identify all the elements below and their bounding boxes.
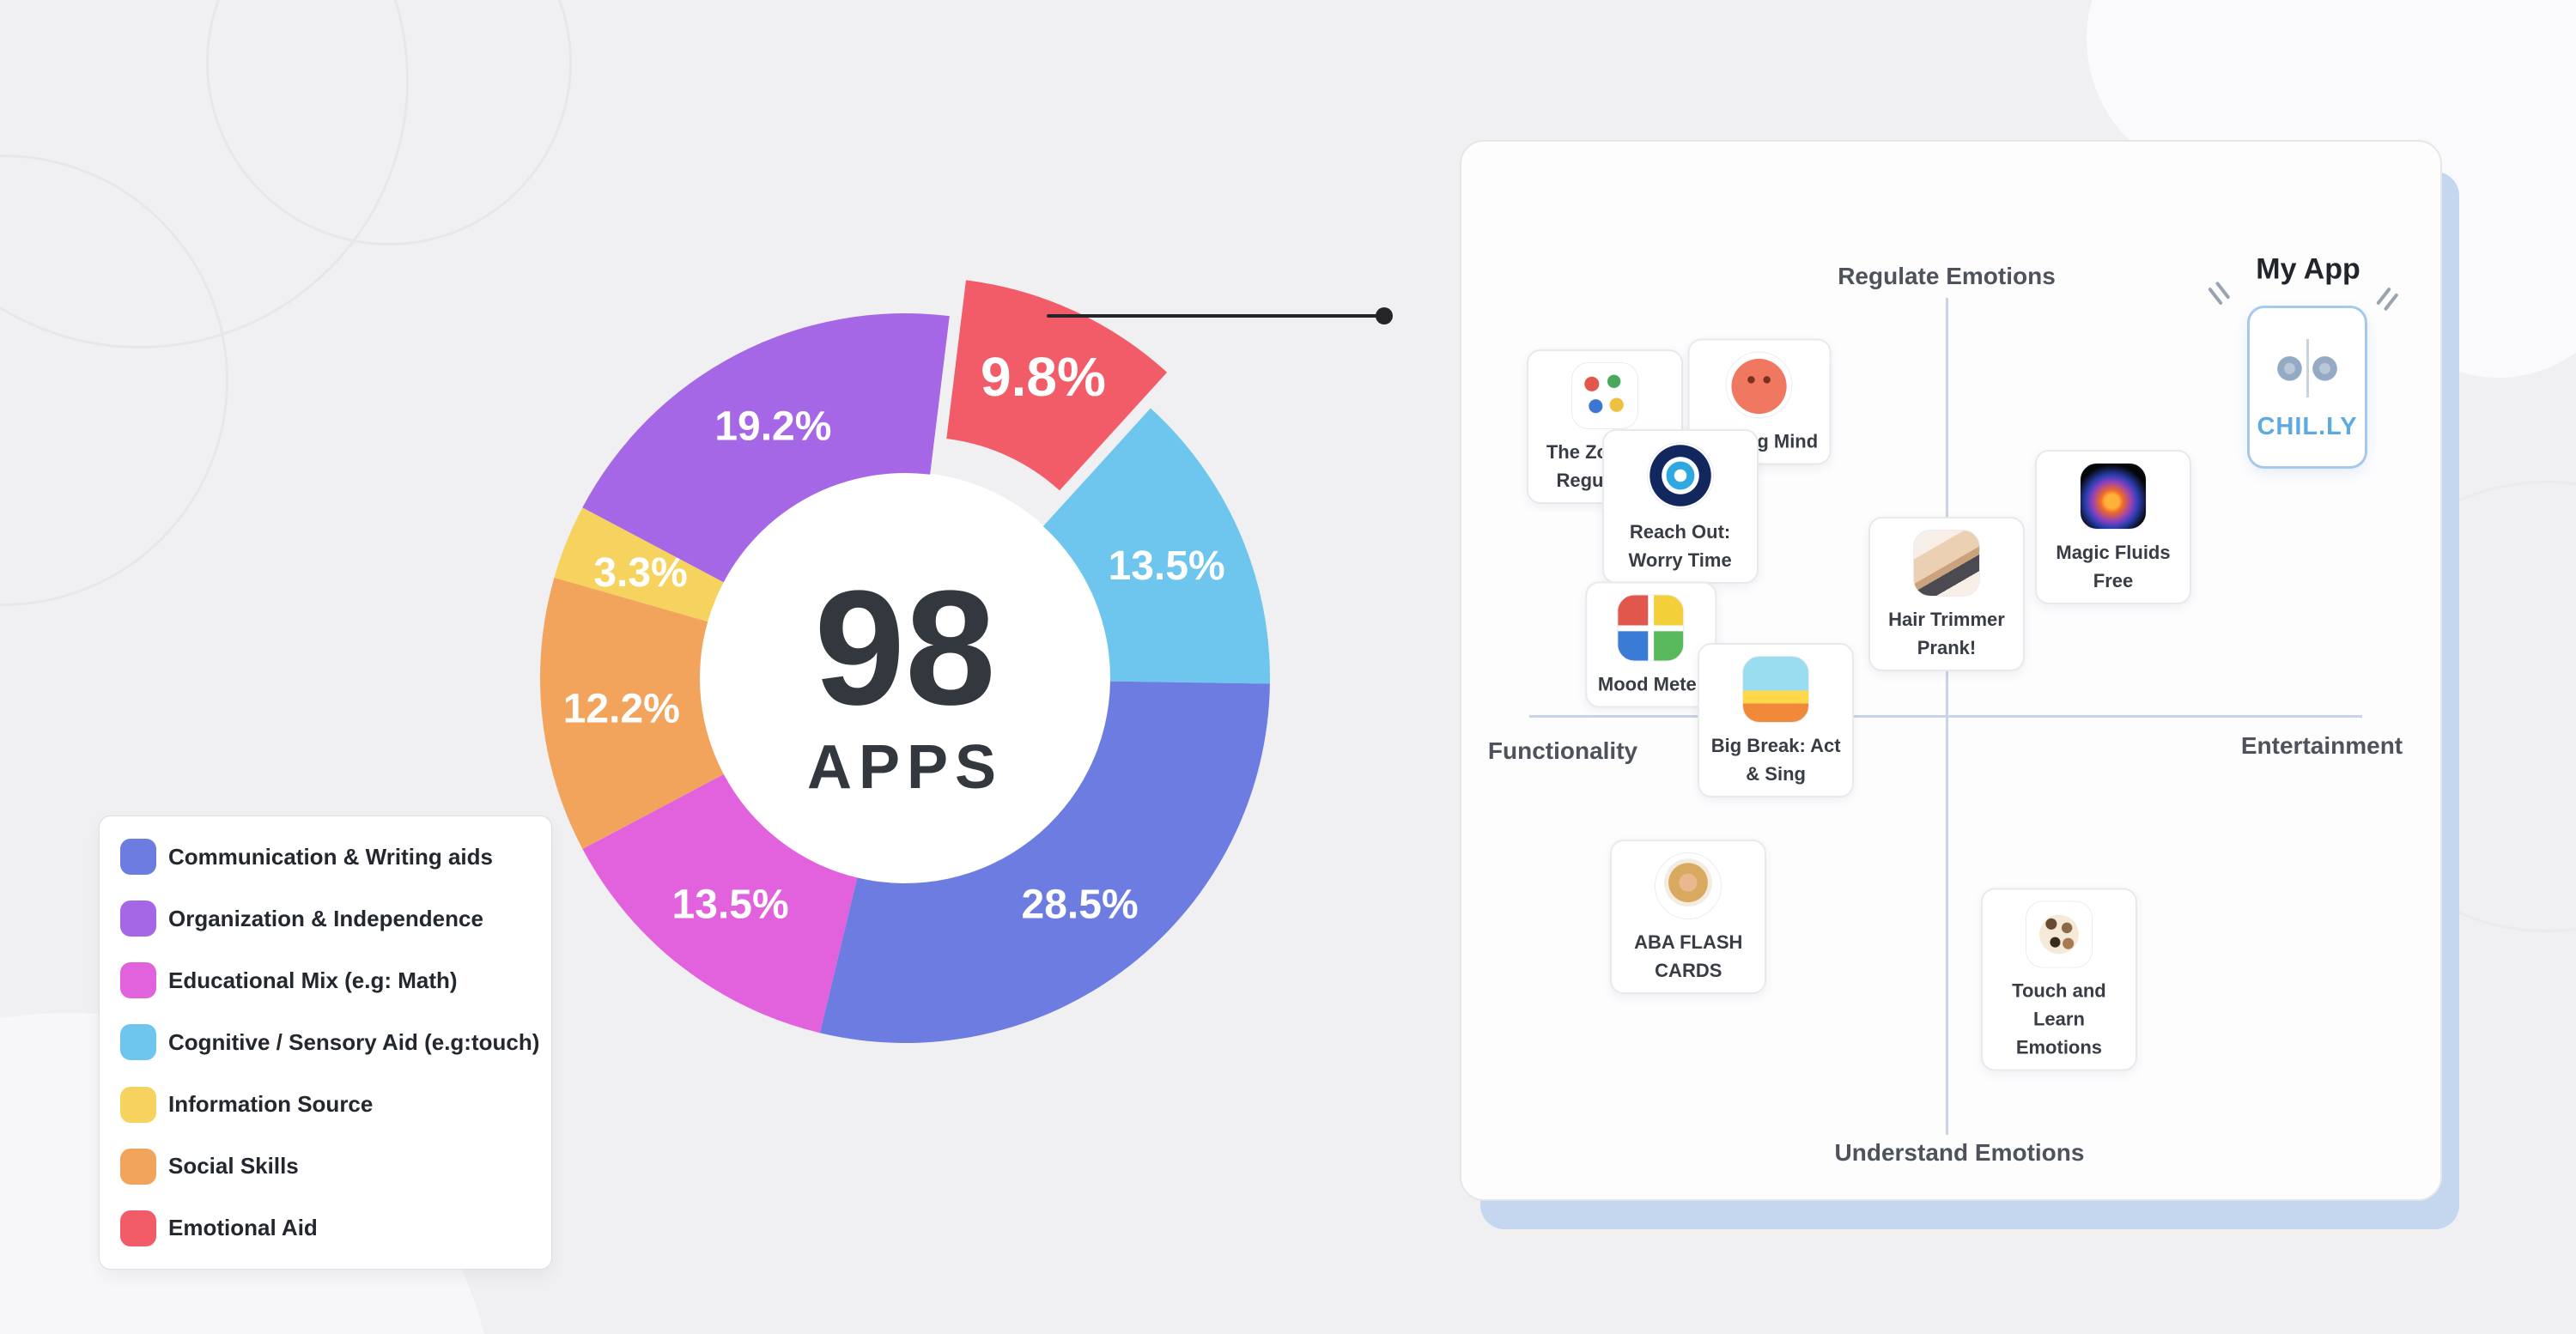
- pie-slice-percent-label: 9.8%: [981, 346, 1106, 408]
- legend-item-label: Organization & Independence: [168, 905, 483, 931]
- pie-slice-percent-label: 28.5%: [1022, 882, 1139, 927]
- pie-slice-percent-label: 12.2%: [563, 686, 680, 731]
- legend-color-swatch: [120, 1148, 156, 1185]
- app-card-reach-out-worry-time: Reach Out: Worry Time: [1601, 429, 1759, 584]
- donut-center: 98 APPS: [733, 549, 1077, 816]
- chilly-icon: [2261, 333, 2354, 406]
- legend-color-swatch: [120, 962, 156, 999]
- app-card-hair-trimmer-prank: Hair Trimmer Prank!: [1868, 517, 2025, 672]
- pie-slice-information-source: [554, 507, 724, 622]
- emphasis-tick-icon: [2376, 287, 2391, 306]
- donut-chart: 9.8% 13.5% 28.5% 13.5% 12.2% 3.3% 19.2%: [540, 280, 1270, 1043]
- legend-color-swatch: [120, 1210, 156, 1246]
- legend-item-label: Educational Mix (e.g: Math): [168, 967, 458, 993]
- app-card-label: Mood Meter: [1597, 673, 1704, 695]
- legend-color-swatch: [120, 900, 156, 937]
- callout-dot: [1376, 307, 1393, 324]
- app-card-mood-meter: Mood Meter: [1584, 581, 1717, 708]
- pie-slice-organization-independence: [582, 313, 950, 583]
- legend-item-label: Information Source: [168, 1091, 374, 1118]
- axis-label-entertainment: Entertainment: [2240, 732, 2403, 759]
- legend-item-label: Emotional Aid: [168, 1215, 318, 1241]
- pie-slice-educational-mix-e-g-math: [582, 773, 858, 1034]
- app-card-label: Magic Fluids Free: [2056, 542, 2171, 592]
- legend: Communication & Writing aids Organization…: [99, 816, 552, 1270]
- magic-fluids-free-icon: [2080, 463, 2147, 531]
- donut-hole: [699, 472, 1111, 884]
- touch-and-learn-emotions-icon: [2025, 900, 2093, 968]
- legend-color-swatch: [120, 839, 156, 875]
- legend-item-label: Social Skills: [168, 1153, 299, 1179]
- my-app-title: My App: [2256, 252, 2360, 286]
- legend-item: Organization & Independence: [120, 900, 531, 937]
- legend-item-label: Communication & Writing aids: [168, 843, 493, 870]
- app-card-label: ABA FLASH CARDS: [1634, 931, 1743, 982]
- axis-label-regulate-emotions: Regulate Emotions: [1838, 263, 2056, 289]
- reach-out-worry-time-icon: [1646, 442, 1714, 509]
- pie-slice-cognitive-sensory-aid-e-g-touch: [1042, 408, 1270, 684]
- aba-flash-cards-icon: [1655, 852, 1722, 920]
- app-card-magic-fluids-free: Magic Fluids Free: [2035, 450, 2191, 605]
- quadrant-panel: Regulate Emotions Understand Emotions Fu…: [1460, 140, 2442, 1201]
- legend-item: Communication & Writing aids: [120, 839, 531, 875]
- app-card-big-break-act-sing: Big Break: Act & Sing: [1698, 642, 1855, 797]
- app-card-aba-flash-cards: ABA FLASH CARDS: [1610, 840, 1767, 995]
- horizontal-axis-line: [1529, 715, 2362, 718]
- pie-slice-percent-label: 3.3%: [593, 550, 687, 596]
- legend-item: Educational Mix (e.g: Math): [120, 962, 531, 999]
- app-card-label: Hair Trimmer Prank!: [1888, 609, 2005, 659]
- emphasis-tick-icon: [2208, 287, 2223, 306]
- pie-slice-emotional-aid: [946, 280, 1168, 491]
- app-card-label: Reach Out: Worry Time: [1628, 521, 1732, 571]
- legend-color-swatch: [120, 1024, 156, 1061]
- legend-item: Information Source: [120, 1086, 531, 1123]
- donut-total-label: APPS: [806, 733, 1004, 802]
- donut-total-value: 98: [814, 557, 996, 739]
- legend-color-swatch: [120, 1086, 156, 1123]
- app-card-label: Big Break: Act & Sing: [1710, 734, 1841, 785]
- my-app-name: CHIL.LY: [2257, 412, 2358, 440]
- pie-slice-social-skills: [540, 577, 724, 850]
- legend-item: Emotional Aid: [120, 1210, 531, 1246]
- big-break-act-sing-icon: [1742, 655, 1810, 723]
- pie-slice-percent-label: 19.2%: [714, 404, 831, 450]
- smiling-mind-icon: [1725, 351, 1793, 419]
- mood-meter-icon: [1617, 594, 1685, 662]
- legend-item-label: Cognitive / Sensory Aid (e.g:touch): [168, 1028, 540, 1055]
- pie-slice-percent-label: 13.5%: [672, 882, 789, 927]
- legend-item: Social Skills: [120, 1148, 531, 1185]
- pie-slice-communication-writing-aids: [819, 681, 1270, 1043]
- hair-trimmer-prank-icon: [1913, 530, 1980, 597]
- axis-label-functionality: Functionality: [1487, 737, 1638, 764]
- zones-of-regulation-icon: [1571, 362, 1639, 430]
- app-card-touch-and-learn-emotions: Touch and Learn Emotions: [1980, 888, 2137, 1071]
- my-app-card-chilly: CHIL.LY: [2247, 306, 2367, 469]
- pie-slice-percent-label: 13.5%: [1109, 543, 1225, 589]
- axis-label-understand-emotions: Understand Emotions: [1834, 1139, 2085, 1166]
- callout-line: [1047, 314, 1385, 318]
- legend-item: Cognitive / Sensory Aid (e.g:touch): [120, 1024, 539, 1061]
- app-card-label: Touch and Learn Emotions: [2012, 979, 2106, 1058]
